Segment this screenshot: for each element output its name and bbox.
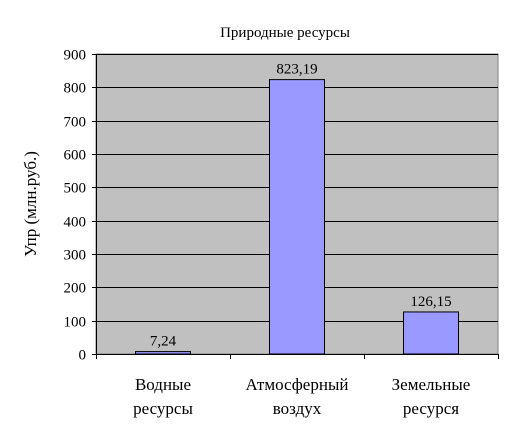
x-tick-label: Атмосферный	[246, 375, 349, 394]
x-tick-label: Земельные	[392, 375, 471, 394]
bar	[403, 311, 459, 355]
y-axis-label: Упр (млн.руб.)	[21, 151, 40, 257]
y-tick-label: 0	[79, 348, 87, 364]
chart-title: Природные ресурсы	[220, 25, 350, 41]
y-tick-label: 100	[64, 315, 87, 331]
y-tick-label: 300	[64, 248, 87, 264]
x-tick-label: ресурся	[403, 399, 459, 418]
bar	[269, 79, 325, 355]
bar	[135, 351, 191, 355]
x-tick-label: ресурсы	[133, 399, 193, 418]
x-tick-label: Водные	[135, 375, 191, 394]
data-label: 126,15	[410, 294, 451, 310]
y-tick-label: 200	[64, 281, 87, 297]
y-tick-label: 600	[64, 148, 87, 164]
y-tick-label: 700	[64, 115, 87, 131]
y-tick-label: 900	[64, 48, 87, 64]
plot-area: 0 100 200 300 400 500 600 700 800 900 7,24 Водные ре…	[64, 48, 499, 418]
y-tick-label: 400	[64, 215, 87, 231]
y-tick-label: 800	[64, 81, 87, 97]
y-tick-label: 500	[64, 181, 87, 197]
x-tick-label: воздух	[273, 399, 322, 418]
data-label: 7,24	[150, 334, 177, 350]
data-label: 823,19	[276, 62, 317, 78]
